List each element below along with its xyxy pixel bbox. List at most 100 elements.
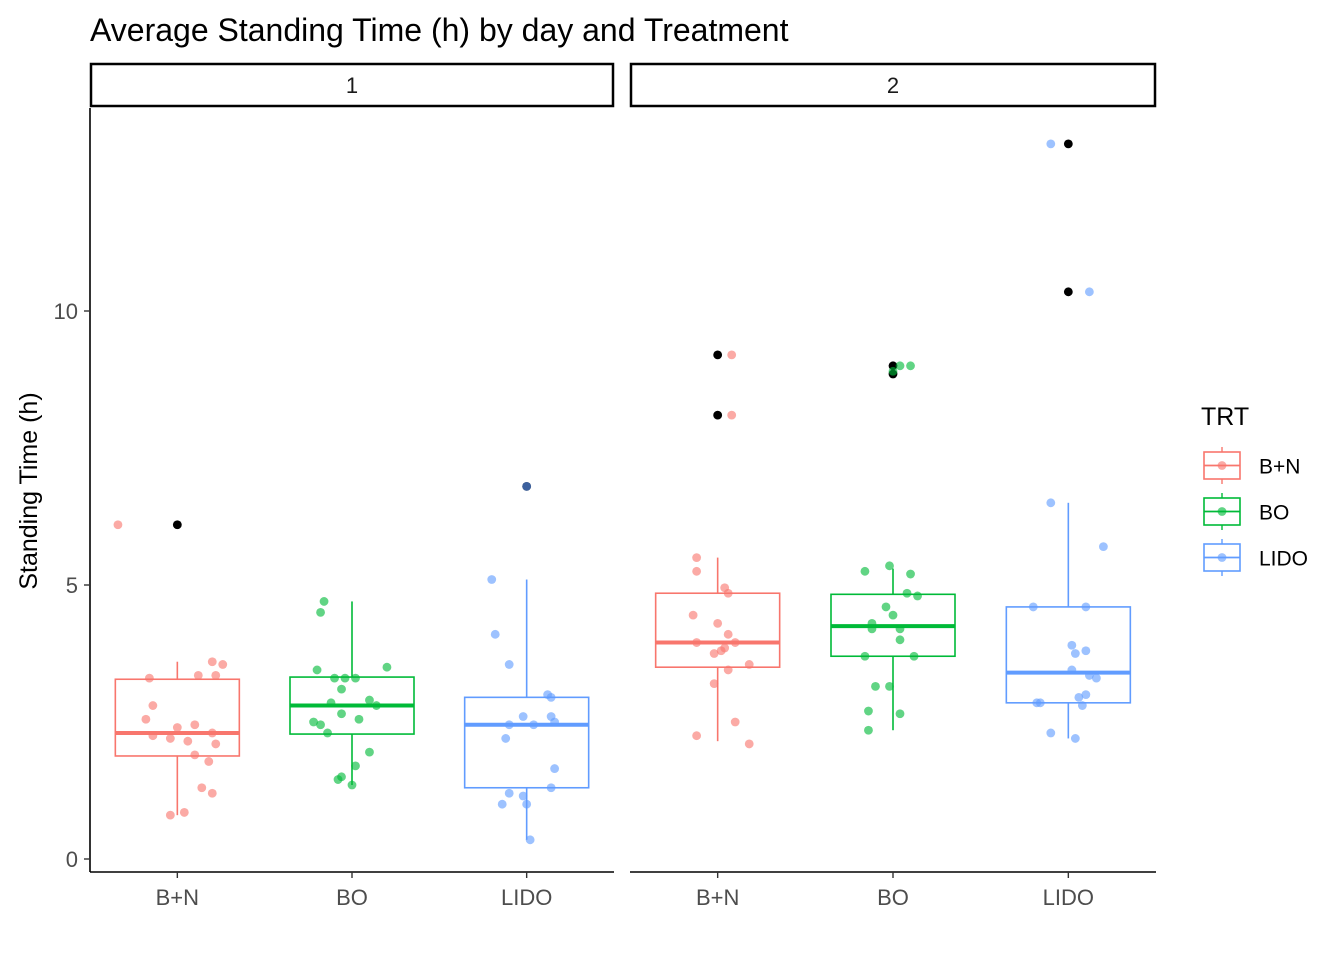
box	[114, 678, 241, 757]
box-group-bo	[830, 361, 956, 735]
facet-strip-label: 2	[887, 73, 899, 98]
data-point	[723, 588, 733, 598]
chart-title: Average Standing Time (h) by day and Tre…	[90, 12, 789, 48]
data-point	[885, 561, 894, 571]
data-point	[141, 714, 151, 724]
legend-key-point	[1217, 507, 1227, 516]
facet-panel-2: 2 B+N BO LIDO	[629, 62, 1157, 910]
data-point	[351, 761, 360, 771]
y-tick-label: 10	[54, 299, 78, 324]
data-point	[365, 747, 374, 757]
legend-label: B+N	[1259, 456, 1300, 479]
data-point	[550, 764, 560, 773]
data-point	[207, 728, 217, 738]
data-point	[1070, 734, 1080, 743]
data-point	[1074, 692, 1084, 702]
box	[463, 696, 590, 789]
data-point	[330, 673, 339, 683]
data-point	[709, 679, 719, 689]
data-point	[688, 610, 698, 620]
data-point	[906, 569, 915, 579]
legend: TRT B+N BO LIDO	[1201, 403, 1308, 576]
data-point	[165, 734, 175, 743]
data-point	[709, 649, 719, 658]
data-point	[730, 638, 740, 647]
data-point	[888, 366, 898, 376]
data-point	[382, 662, 392, 672]
data-point	[867, 624, 877, 634]
data-point	[895, 635, 905, 645]
legend-key-point	[1217, 553, 1227, 562]
data-point	[316, 720, 325, 730]
data-point	[692, 553, 702, 562]
data-point	[1070, 649, 1080, 658]
legend-key-lido: LIDO	[1203, 539, 1308, 576]
data-point	[1081, 690, 1091, 699]
data-point	[713, 618, 723, 628]
data-point	[723, 629, 733, 639]
data-point	[113, 520, 123, 530]
data-point	[1046, 498, 1056, 508]
data-point	[487, 575, 497, 584]
data-point	[1067, 640, 1077, 650]
data-point	[172, 723, 182, 732]
legend-key-b-n: B+N	[1203, 447, 1300, 484]
data-point	[501, 734, 511, 743]
data-point	[148, 701, 158, 710]
data-point	[727, 410, 737, 420]
legend-key-point	[1217, 461, 1227, 470]
data-point	[692, 731, 702, 741]
data-point	[193, 671, 203, 680]
data-point	[497, 799, 507, 809]
outlier-point	[1063, 139, 1073, 149]
x-tick-label: LIDO	[501, 885, 552, 910]
legend-label: BO	[1259, 502, 1289, 525]
data-point	[522, 799, 532, 809]
facet-strip	[629, 62, 1157, 108]
data-point	[864, 706, 873, 716]
data-point	[372, 701, 381, 710]
data-point	[316, 608, 325, 617]
legend-key-bo: BO	[1203, 493, 1289, 530]
data-point	[744, 739, 754, 749]
data-point	[692, 566, 702, 576]
data-point	[1035, 698, 1045, 708]
data-point	[895, 624, 905, 634]
facet-strip	[89, 62, 615, 108]
data-point	[1077, 701, 1087, 710]
y-tick-label: 5	[66, 573, 78, 598]
x-tick-label: BO	[877, 885, 909, 910]
data-point	[144, 673, 154, 683]
box-group-lido	[1005, 139, 1132, 743]
data-point	[1067, 665, 1077, 675]
data-point	[913, 591, 922, 601]
data-point	[347, 780, 357, 790]
data-point	[179, 808, 189, 817]
data-point	[888, 610, 898, 620]
facet-strip-label: 1	[346, 73, 358, 98]
legend-label: LIDO	[1259, 548, 1308, 571]
box-group-b-n	[113, 520, 241, 820]
data-point	[148, 731, 158, 741]
data-point	[207, 657, 217, 667]
data-point	[895, 361, 905, 371]
x-tick-label: B+N	[696, 885, 739, 910]
data-point	[1084, 287, 1094, 297]
data-point	[885, 681, 894, 691]
box-group-b-n	[654, 350, 781, 749]
outlier-point	[713, 410, 723, 420]
data-point	[546, 692, 556, 702]
data-point	[881, 602, 891, 612]
y-axis-title: Standing Time (h)	[15, 392, 43, 589]
data-point	[333, 775, 343, 784]
data-point	[207, 788, 217, 798]
data-point	[190, 750, 200, 760]
data-point	[218, 660, 228, 669]
data-point	[165, 810, 175, 820]
outlier-point	[713, 350, 723, 360]
data-point	[871, 681, 880, 691]
data-point	[1091, 673, 1101, 683]
